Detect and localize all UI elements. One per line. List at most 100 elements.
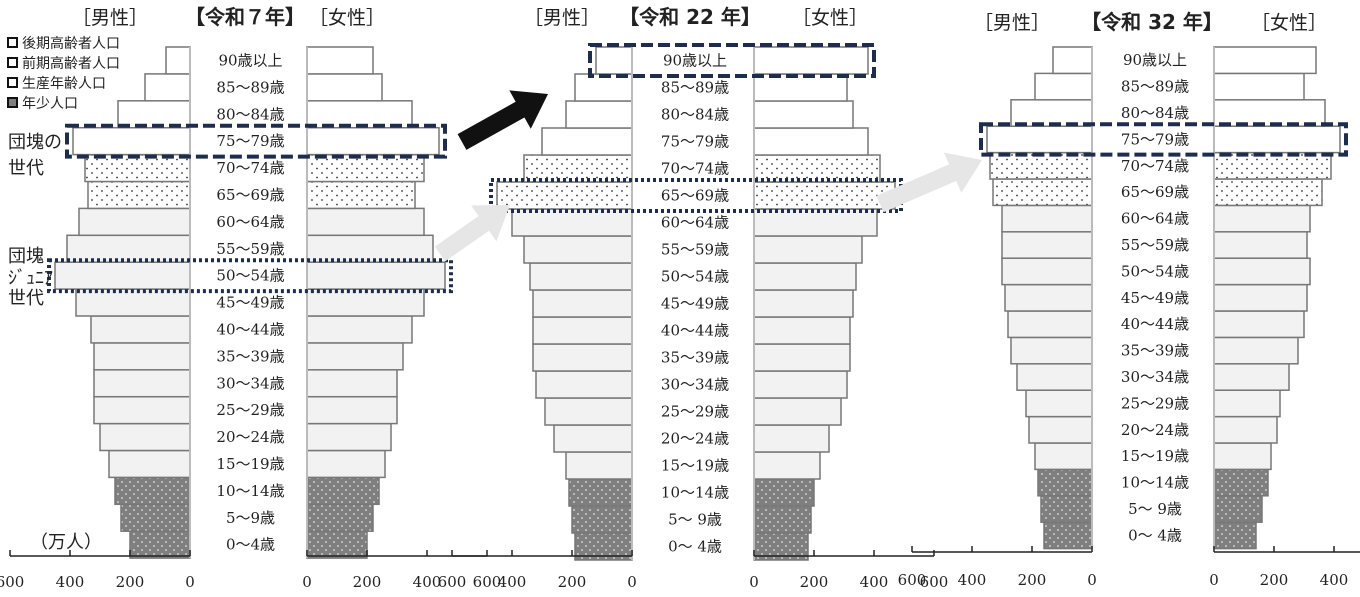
- bar-male-12: [511, 208, 633, 237]
- bar-male-6: [1016, 363, 1093, 391]
- bar-male-13: [87, 180, 191, 210]
- bar-female-0: [306, 530, 368, 559]
- bar-female-13: [1213, 178, 1323, 207]
- age-label-0: 0～4歳: [226, 536, 275, 554]
- bar-male-11: [1001, 231, 1093, 259]
- bar-male-15: [72, 126, 191, 156]
- age-label-1: 5～9歳: [226, 509, 275, 527]
- bar-male-3: [108, 449, 191, 479]
- bar-male-13: [992, 178, 1093, 207]
- bar-male-6: [93, 369, 191, 398]
- bar-female-4: [753, 424, 830, 453]
- male-label: ［男性］: [974, 12, 1050, 34]
- highlight-dashed: [65, 123, 447, 159]
- panel-title: 【令和 22 年】: [619, 5, 761, 29]
- age-label-16: 80～84歳: [216, 105, 284, 123]
- bar-female-16: [753, 100, 854, 129]
- age-label-9: 45～49歳: [1121, 289, 1189, 307]
- bar-female-2: [753, 478, 815, 507]
- bar-female-13: [753, 181, 896, 210]
- bar-female-7: [753, 343, 851, 372]
- bar-male-14: [523, 154, 633, 183]
- male-tick-label: 200: [1018, 571, 1047, 589]
- bar-male-18: [1052, 46, 1093, 75]
- age-label-18: 90歳以上: [663, 52, 727, 70]
- bar-female-11: [1213, 231, 1308, 259]
- bar-male-8: [1007, 310, 1093, 339]
- bar-male-4: [99, 422, 191, 452]
- bar-male-17: [574, 73, 633, 102]
- female-label: ［女性］: [1251, 12, 1327, 34]
- bar-female-6: [1213, 363, 1290, 391]
- unit-label: （万人）: [30, 532, 102, 553]
- bar-female-5: [1213, 389, 1281, 418]
- age-label-4: 20～24歳: [1121, 421, 1189, 439]
- age-label-3: 15～19歳: [661, 457, 729, 475]
- age-label-8: 40～44歳: [1121, 315, 1189, 333]
- highlight-dotted: [489, 178, 903, 213]
- male-tick-label: 0: [185, 573, 195, 591]
- bar-female-17: [306, 73, 383, 102]
- bar-female-1: [753, 505, 812, 534]
- bar-female-18: [753, 46, 869, 75]
- bar-female-3: [1213, 442, 1272, 471]
- legend-swatch-working_age: [7, 77, 18, 88]
- female-tick-label: 200: [800, 573, 829, 591]
- female-tick-label: 200: [1260, 571, 1289, 589]
- bar-female-11: [306, 234, 434, 263]
- pyramid-panel-2: ［男性］ 【令和 22 年】 ［女性］ 0～ 4歳 5～ 9歳 10～14歳 15～19歳 2…: [438, 5, 949, 591]
- age-label-15: 75～79歳: [661, 133, 729, 151]
- bar-female-7: [306, 342, 404, 371]
- age-label-2: 10～14歳: [1121, 474, 1189, 492]
- female-tick-label: 400: [1320, 571, 1349, 589]
- age-label-14: 70～74歳: [1121, 157, 1189, 175]
- bar-female-16: [306, 100, 413, 129]
- male-tick-label: 200: [558, 573, 587, 591]
- annotation-junior-1: 団塊: [8, 246, 44, 267]
- age-label-10: 50～54歳: [661, 268, 729, 286]
- annotation-dankai-2: 世代: [8, 158, 44, 179]
- bar-male-11: [66, 234, 191, 263]
- bar-male-7: [93, 342, 191, 371]
- male-tick-label: 400: [56, 573, 85, 591]
- age-label-7: 35～39歳: [661, 349, 729, 367]
- age-label-7: 35～39歳: [216, 347, 284, 365]
- male-tick-label: 0: [1087, 571, 1097, 589]
- female-label: ［女性］: [309, 7, 385, 29]
- bar-female-13: [306, 180, 416, 210]
- legend-label-elderly_late: 後期高齢者人口: [22, 35, 120, 52]
- highlight-dashed: [979, 122, 1348, 157]
- bar-female-2: [1213, 468, 1269, 497]
- bar-male-9: [1004, 283, 1093, 312]
- male-tick-label: 600: [438, 573, 467, 591]
- age-label-6: 30～34歳: [216, 374, 284, 392]
- bar-female-14: [753, 154, 881, 183]
- bar-female-17: [1213, 72, 1305, 101]
- panel-title: 【令和７年】: [185, 5, 305, 29]
- age-label-8: 40～44歳: [661, 322, 729, 340]
- female-label: ［女性］: [792, 7, 868, 29]
- bar-female-9: [753, 289, 854, 318]
- female-tick-label: 600: [473, 573, 502, 591]
- bar-male-2: [1037, 468, 1093, 497]
- bar-female-11: [753, 235, 863, 264]
- age-label-13: 65～69歳: [216, 186, 284, 204]
- age-label-12: 60～64歳: [661, 214, 729, 232]
- age-label-7: 35～39歳: [1121, 342, 1189, 360]
- age-label-14: 70～74歳: [661, 160, 729, 178]
- bar-male-13: [496, 181, 633, 210]
- bar-male-1: [571, 505, 633, 534]
- age-label-18: 90歳以上: [218, 51, 282, 69]
- male-label: ［男性］: [524, 7, 600, 29]
- age-label-5: 25～29歳: [216, 401, 284, 419]
- bar-male-11: [523, 235, 633, 264]
- age-label-13: 65～69歳: [661, 187, 729, 205]
- legend-swatch-elderly_late: [7, 37, 18, 48]
- age-label-4: 20～24歳: [661, 430, 729, 448]
- age-label-10: 50～54歳: [1121, 262, 1189, 280]
- bar-male-7: [532, 343, 633, 372]
- bar-male-16: [117, 100, 191, 129]
- pyramid-panel-3: ［男性］ 【令和 32 年】 ［女性］ 0～ 4歳 5～ 9歳 10～14歳 15～19歳 2…: [898, 10, 1360, 589]
